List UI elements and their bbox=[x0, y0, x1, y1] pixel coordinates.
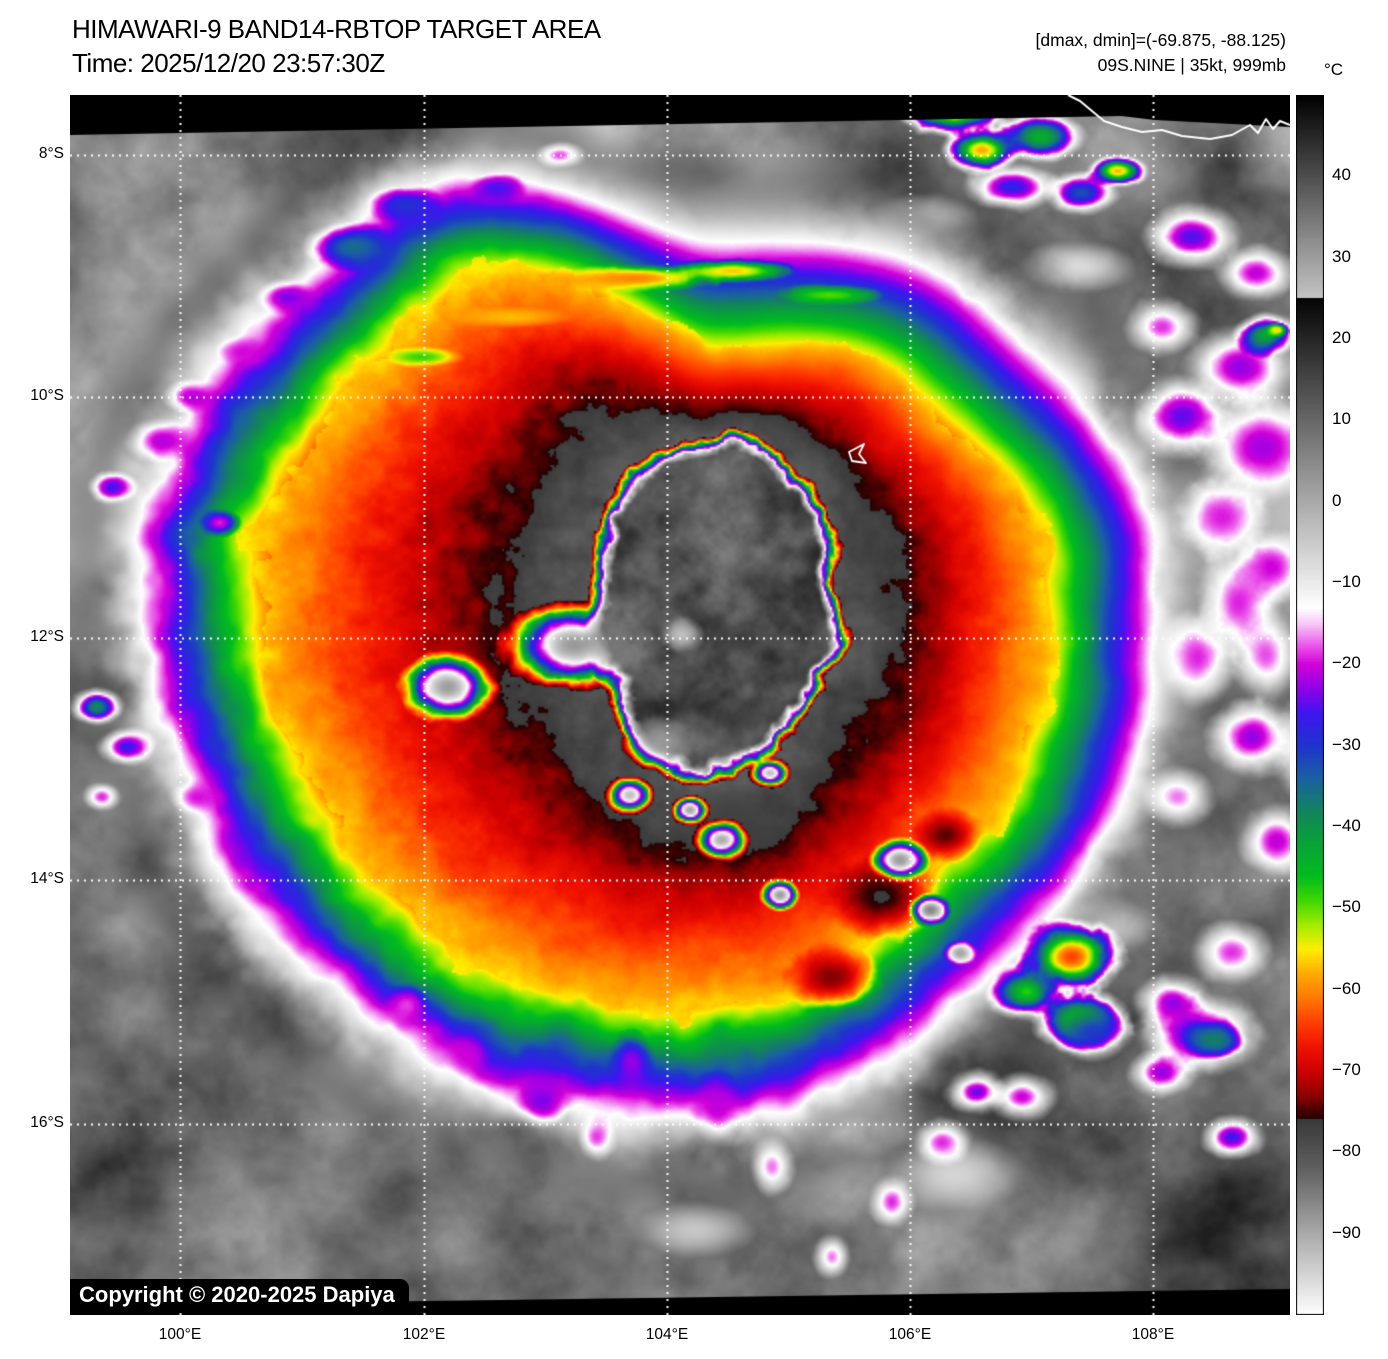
lon-tick-label: 102°E bbox=[402, 1326, 446, 1343]
colorbar-tick-label: −20 bbox=[1332, 653, 1361, 673]
lat-tick-label: 14°S bbox=[30, 870, 64, 887]
colorbar-unit-label: °C bbox=[1324, 60, 1344, 79]
copyright-badge: Copyright © 2020-2025 Dapiya bbox=[70, 1279, 409, 1313]
meta-block: [dmax, dmin]=(-69.875, -88.125) 09S.NINE… bbox=[1036, 28, 1286, 78]
storm-readout: 09S.NINE | 35kt, 999mb bbox=[1097, 55, 1286, 75]
map-overlay-canvas bbox=[70, 95, 1290, 1315]
lon-tick-label: 108°E bbox=[1131, 1326, 1175, 1343]
longitude-axis-labels: 100°E 102°E 104°E 106°E 108°E bbox=[70, 1321, 1290, 1351]
lon-tick-label: 106°E bbox=[888, 1326, 932, 1343]
lat-tick-label: 16°S bbox=[30, 1114, 64, 1131]
colorbar-tick-label: 40 bbox=[1332, 165, 1351, 185]
title-block: HIMAWARI-9 BAND14-RBTOP TARGET AREA Time… bbox=[72, 12, 601, 80]
lon-tick-label: 100°E bbox=[158, 1326, 202, 1343]
colorbar-tick-label: 30 bbox=[1332, 246, 1351, 266]
colorbar-tick-label: 10 bbox=[1332, 409, 1351, 429]
colorbar-tick-label: 20 bbox=[1332, 328, 1351, 347]
lon-tick-label: 104°E bbox=[645, 1326, 689, 1343]
colorbar-tick-label: −40 bbox=[1332, 816, 1361, 835]
lat-tick-label: 10°S bbox=[30, 387, 64, 404]
colorbar-tick-label: −70 bbox=[1332, 1060, 1361, 1079]
map-area: Copyright © 2020-2025 Dapiya bbox=[70, 95, 1290, 1315]
colorbar bbox=[1296, 95, 1324, 1315]
timestamp: Time: 2025/12/20 23:57:30Z bbox=[72, 48, 385, 78]
lat-tick-label: 12°S bbox=[30, 628, 64, 645]
colorbar-tick-label: −30 bbox=[1332, 734, 1361, 754]
latitude-axis-labels: 8°S 10°S 12°S 14°S 16°S bbox=[0, 95, 64, 1315]
colorbar-tick-label: −90 bbox=[1332, 1222, 1361, 1242]
colorbar-tick-label: 0 bbox=[1332, 490, 1342, 510]
page-title: HIMAWARI-9 BAND14-RBTOP TARGET AREA bbox=[72, 14, 601, 44]
dmax-dmin-readout: [dmax, dmin]=(-69.875, -88.125) bbox=[1035, 30, 1286, 50]
colorbar-tick-label: −80 bbox=[1332, 1141, 1361, 1161]
lat-tick-label: 8°S bbox=[38, 145, 64, 162]
colorbar-tick-label: −10 bbox=[1332, 572, 1361, 591]
colorbar-tick-label: −60 bbox=[1332, 978, 1361, 998]
colorbar-tick-label: −50 bbox=[1332, 897, 1361, 917]
colorbar-tick-labels: 40 30 20 10 0 −10 −20 −30 −40 −50 −60 −70 −80 −90 bbox=[1332, 95, 1386, 1315]
